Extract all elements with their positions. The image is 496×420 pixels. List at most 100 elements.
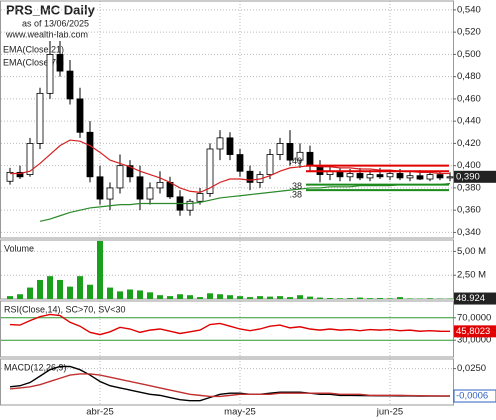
bar [7, 296, 13, 299]
candle-body [386, 173, 394, 178]
last-value-label: 48.924 [456, 293, 485, 304]
bar [217, 294, 223, 299]
panel-frame [0, 358, 454, 406]
x-tick-label: jun-25 [376, 407, 403, 418]
bar [427, 298, 433, 299]
bar [267, 296, 273, 299]
legend-entry: EMA(Close,70) [3, 57, 64, 67]
candle-body [86, 131, 94, 178]
bar [197, 297, 203, 299]
bar [127, 289, 133, 299]
last-value-label: -0,0006 [456, 391, 488, 402]
bar [37, 279, 43, 299]
last-value-box [454, 170, 496, 183]
last-value-label: 0,390 [456, 171, 480, 182]
candle-body [166, 181, 174, 198]
bar [67, 286, 73, 299]
y-tick-label: 30,0000 [457, 335, 491, 346]
panel-title: MACD(12,26,9) [4, 362, 67, 372]
bar [337, 298, 343, 299]
y-tick-label: 0,380 [457, 182, 481, 193]
bar [387, 298, 393, 299]
candle-body [76, 98, 84, 133]
candle-body [46, 54, 54, 94]
bar [177, 294, 183, 299]
candle-body [196, 193, 204, 202]
bar [187, 295, 193, 299]
bar [377, 298, 383, 299]
bar [367, 298, 373, 299]
candle-body [226, 137, 234, 155]
bar [287, 297, 293, 299]
bar [407, 298, 413, 299]
level-label: .40 [289, 156, 302, 166]
y-tick-label: 0,520 [457, 27, 481, 38]
bar [137, 290, 143, 299]
bar [397, 297, 403, 299]
bar [297, 295, 303, 299]
candle-body [126, 165, 134, 178]
y-tick-label: 2,50 M [457, 270, 486, 281]
candle-body [296, 151, 304, 161]
bar [307, 296, 313, 299]
bar [27, 287, 33, 299]
candle-body [96, 176, 104, 200]
bar [357, 297, 363, 299]
x-tick-label: may-25 [224, 407, 256, 418]
candle-body [146, 187, 154, 200]
candle-body [446, 176, 454, 179]
chart-title: PRS_MC Daily [6, 2, 96, 17]
candle-body [346, 173, 354, 178]
candle-body [246, 170, 254, 183]
level-label: .38 [289, 190, 302, 200]
series-line [9, 313, 451, 336]
candle-body [36, 92, 44, 144]
candle-body [376, 174, 384, 178]
series-line [10, 139, 450, 193]
y-tick-label: 0,540 [457, 4, 481, 15]
bar [277, 296, 283, 299]
bar [77, 276, 83, 299]
bar [117, 291, 123, 299]
bar [227, 295, 233, 299]
candle-body [266, 154, 274, 175]
candle-body [406, 175, 414, 179]
y-tick-label: 0,500 [457, 49, 481, 60]
bar [87, 284, 93, 299]
y-tick-label: 0,480 [457, 71, 481, 82]
bar [347, 298, 353, 299]
last-value-box [454, 292, 496, 305]
candle-body [426, 174, 434, 180]
candle-body [6, 171, 14, 182]
y-tick-label: 0,400 [457, 160, 481, 171]
series-line [9, 373, 450, 398]
candle-body [306, 151, 314, 167]
x-tick-label: abr-25 [86, 407, 113, 418]
bar [207, 293, 213, 299]
panel-frame [0, 0, 454, 239]
candle-body [206, 148, 214, 194]
bar [237, 296, 243, 299]
candle-body [16, 171, 24, 178]
candle-body [236, 154, 244, 172]
bar [247, 297, 253, 299]
y-tick-label: 0,440 [457, 116, 481, 127]
bar [107, 287, 113, 299]
candle-body [356, 173, 364, 179]
candle-body [286, 143, 294, 161]
candle-body [156, 181, 164, 189]
panel-frame [0, 300, 454, 358]
bar [327, 298, 333, 299]
bar [157, 295, 163, 299]
candle-body [56, 54, 64, 72]
candle-body [416, 175, 424, 180]
last-value-label: 45,8023 [456, 326, 490, 337]
candle-body [116, 165, 124, 189]
y-tick-label: 5,00 M [457, 246, 486, 257]
bar [17, 294, 23, 299]
bar [167, 296, 173, 299]
bar [257, 296, 263, 299]
candle-body [136, 176, 144, 200]
last-value-box [453, 389, 496, 403]
